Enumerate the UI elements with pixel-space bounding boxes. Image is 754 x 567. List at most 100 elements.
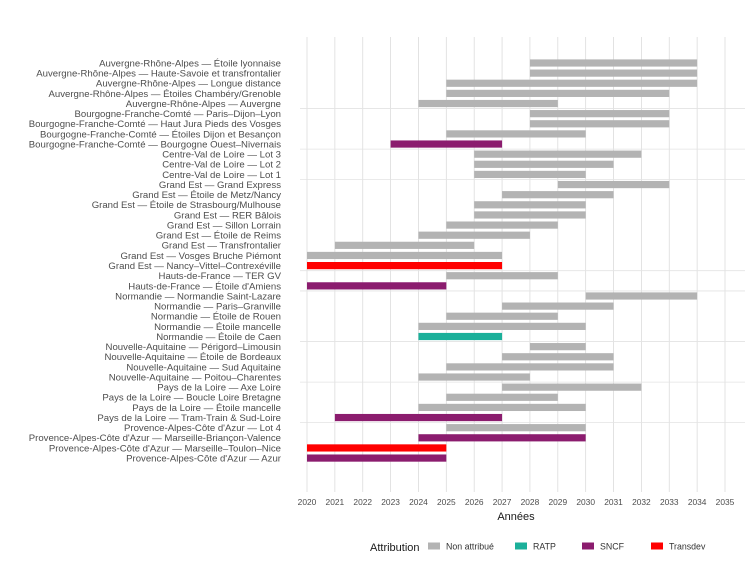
legend-swatch	[651, 542, 663, 550]
bar	[529, 110, 670, 118]
bar	[474, 160, 614, 168]
y-axis-label: Auvergne-Rhône-Alpes — Auvergne	[126, 99, 281, 110]
y-axis-label: Nouvelle-Aquitaine — Poitou–Charentes	[109, 372, 281, 383]
bar	[334, 413, 503, 422]
y-axis-label: Pays de la Loire — Boucle Loire Bretagne	[102, 393, 281, 404]
bar	[502, 383, 642, 391]
y-axis-label: Grand Est — Étoile de Reims	[156, 231, 282, 242]
x-tick-label: 2023	[381, 497, 400, 507]
bar	[502, 353, 614, 361]
y-axis-label: Nouvelle-Aquitaine — Sud Aquitaine	[126, 362, 281, 373]
bar	[446, 312, 558, 320]
y-axis-label: Pays de la Loire — Tram-Train & Sud-Loir…	[97, 413, 281, 424]
bar	[307, 251, 503, 260]
y-axis-label: Provence-Alpes-Côte d'Azur — Lot 4	[124, 423, 282, 434]
bar	[446, 424, 586, 432]
bar	[529, 69, 698, 77]
x-tick-label: 2022	[353, 497, 372, 507]
x-tick-label: 2033	[660, 497, 679, 507]
y-axis-label: Bourgogne-Franche-Comté — Étoiles Dijon …	[40, 129, 281, 140]
y-axis-label: Auvergne-Rhône-Alpes — Étoile lyonnaise	[99, 58, 281, 69]
bar	[418, 332, 503, 341]
bar	[446, 393, 558, 401]
bar	[446, 130, 586, 138]
legend-title: Attribution	[370, 542, 420, 554]
bar	[502, 191, 614, 199]
bar	[334, 241, 475, 249]
bar	[418, 403, 586, 412]
y-axis-label: Grand Est — Sillon Lorrain	[167, 220, 281, 231]
x-tick-label: 2026	[465, 497, 484, 507]
bar	[502, 302, 614, 310]
x-tick-label: 2021	[326, 497, 345, 507]
legend-label: Non attribué	[446, 542, 494, 552]
y-axis-label: Grand Est — Étoile de Strasbourg/Mulhous…	[92, 200, 281, 211]
bar	[418, 434, 586, 442]
x-tick-label: 2034	[688, 497, 707, 507]
bar	[529, 59, 698, 67]
y-axis-label: Normandie — Étoile de Rouen	[151, 312, 281, 323]
bar	[474, 211, 586, 219]
y-axis-label: Grand Est — Grand Express	[159, 180, 281, 191]
y-axis-label: Normandie — Étoile mancelle	[154, 322, 281, 333]
bar	[529, 343, 586, 351]
bar	[585, 292, 698, 300]
x-tick-label: 2025	[437, 497, 456, 507]
y-axis-label: Normandie — Étoile de Caen	[156, 332, 281, 343]
y-axis-label: Centre-Val de Loire — Lot 3	[162, 150, 281, 161]
y-axis-label: Pays de la Loire — Étoile mancelle	[132, 403, 281, 414]
legend: Attribution Non attribué RATP SNCF Transdev	[370, 542, 706, 555]
bar	[390, 140, 503, 148]
y-axis-label: Provence-Alpes-Côte d'Azur — Marseille-B…	[29, 433, 281, 444]
legend-swatch	[515, 542, 527, 550]
x-tick-label: 2035	[716, 497, 735, 507]
y-axis-label: Bourgogne-Franche-Comté — Paris–Dijon–Ly…	[74, 109, 281, 120]
bar	[446, 221, 558, 229]
y-axis-label: Bourgogne-Franche-Comté — Haut Jura Pied…	[29, 119, 281, 130]
y-axis-label: Pays de la Loire — Axe Loire	[157, 383, 281, 394]
y-axis-label: Centre-Val de Loire — Lot 1	[162, 170, 281, 181]
x-tick-label: 2028	[521, 497, 540, 507]
y-axis-label: Bourgogne-Franche-Comté — Bourgogne Oues…	[29, 139, 281, 150]
x-tick-label: 2029	[548, 497, 567, 507]
x-axis-ticks: 2020 2021 2022 2023 2024 2025 2026 2027 2028 2029…	[298, 497, 735, 507]
y-axis-label: Grand Est — Vosges Bruche Piémont	[120, 251, 281, 262]
y-axis-label: Auvergne-Rhône-Alpes — Longue distance	[96, 79, 281, 90]
y-axis-label: Provence-Alpes-Côte d'Azur — Marseille–T…	[49, 443, 281, 454]
y-axis-label: Hauts-de-France — TER GV	[159, 271, 282, 282]
bar	[474, 170, 586, 179]
bar	[418, 322, 586, 330]
bar	[307, 282, 447, 290]
y-axis-label: Auvergne-Rhône-Alpes — Haute-Savoie et t…	[36, 69, 282, 80]
legend-label: RATP	[533, 542, 556, 552]
bar	[418, 99, 558, 108]
legend-swatch	[582, 542, 594, 550]
bar	[446, 363, 614, 371]
x-tick-label: 2027	[493, 497, 512, 507]
y-axis-label: Grand Est — Étoile de Metz/Nancy	[132, 190, 281, 201]
y-axis-label: Hauts-de-France — Étoile d'Amiens	[128, 281, 281, 292]
bar	[446, 79, 698, 87]
y-axis-label: Grand Est — Nancy–Vittel–Contrexéville	[108, 261, 281, 272]
y-axis-label: Normandie — Normandie Saint-Lazare	[115, 291, 281, 302]
bar	[529, 120, 670, 128]
bar	[474, 201, 586, 209]
y-axis-label: Grand Est — Transfrontalier	[162, 241, 282, 252]
legend-label: Transdev	[669, 542, 706, 552]
bar	[307, 444, 447, 452]
bar	[418, 373, 530, 381]
bars	[307, 59, 698, 462]
x-tick-label: 2031	[604, 497, 623, 507]
x-tick-label: 2024	[409, 497, 428, 507]
y-axis-label: Centre-Val de Loire — Lot 2	[162, 160, 281, 171]
y-axis-label: Nouvelle-Aquitaine — Étoile de Bordeaux	[104, 352, 281, 363]
bar	[446, 89, 670, 97]
legend-swatch	[428, 542, 440, 550]
x-tick-label: 2030	[576, 497, 595, 507]
bar	[418, 231, 530, 239]
y-axis-label: Normandie — Paris–Granville	[154, 302, 281, 313]
bar	[446, 272, 558, 280]
bar	[474, 150, 642, 158]
legend-label: SNCF	[600, 542, 625, 552]
